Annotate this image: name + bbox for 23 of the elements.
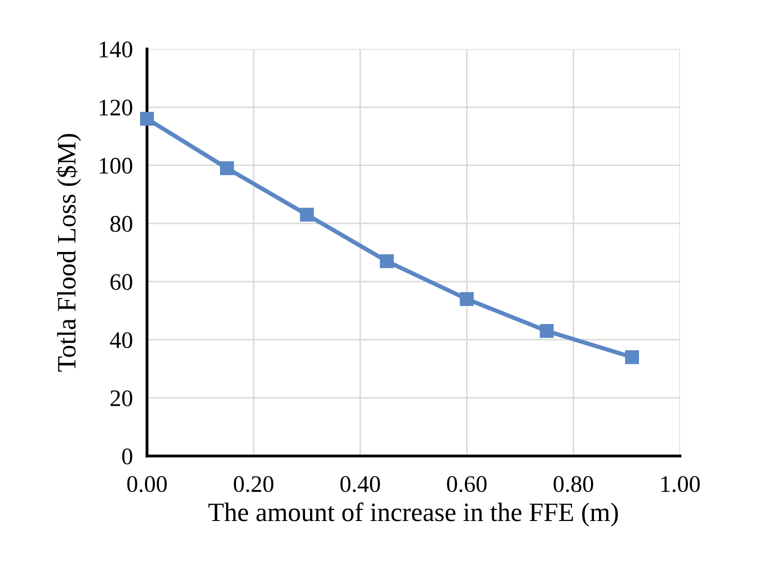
x-axis-title: The amount of increase in the FFE (m) xyxy=(208,502,618,527)
point xyxy=(300,208,314,222)
y-tick-label: 40 xyxy=(110,332,132,348)
point xyxy=(140,112,154,126)
y-tick-label: 20 xyxy=(110,390,132,406)
x-tick-label: 0.00 xyxy=(127,476,167,492)
y-tick-label: 0 xyxy=(122,448,132,464)
y-tick-label: 100 xyxy=(100,158,132,174)
x-tick-label: 0.40 xyxy=(340,476,380,492)
y-tick-label: 120 xyxy=(100,100,132,116)
x-tick-label: 0.80 xyxy=(554,476,594,492)
point xyxy=(380,254,394,268)
point xyxy=(220,161,234,176)
x-tick-label: 0.60 xyxy=(447,476,487,492)
y-tick-label: 80 xyxy=(110,216,132,232)
point xyxy=(625,350,639,364)
y-tick-label: 140 xyxy=(100,41,132,58)
x-tick-label: 0.20 xyxy=(234,476,274,492)
y-axis-title: Totla Flood Loss ($M) xyxy=(56,134,82,372)
x-tick-label: 1.00 xyxy=(661,476,700,492)
point xyxy=(540,324,554,338)
point xyxy=(460,292,474,306)
y-tick-label: 60 xyxy=(110,274,132,290)
